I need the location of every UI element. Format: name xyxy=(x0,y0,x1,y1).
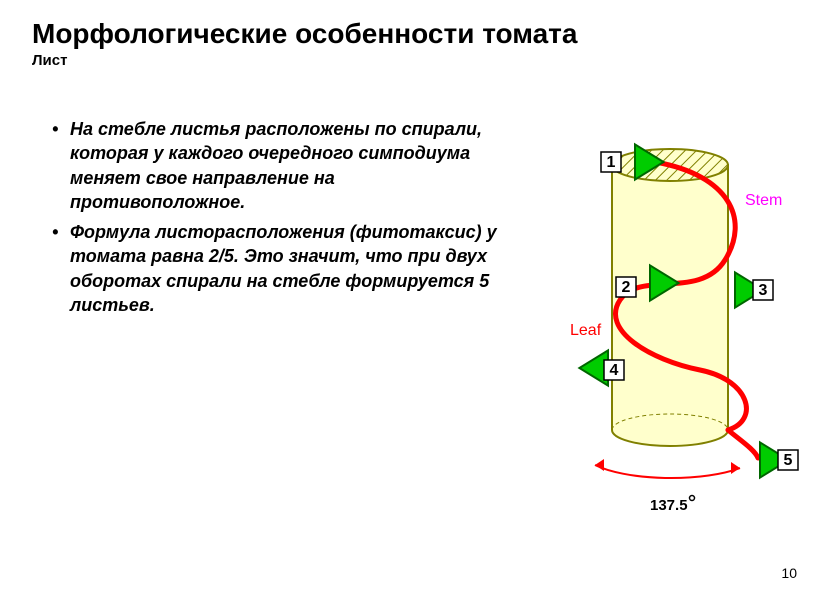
page-title: Морфологические особенности томата xyxy=(32,18,805,50)
svg-text:Stem: Stem xyxy=(745,192,782,209)
svg-text:137.5: 137.5 xyxy=(650,497,688,514)
svg-text:4: 4 xyxy=(610,362,619,379)
page-subtitle: Лист xyxy=(32,52,805,69)
page-number: 10 xyxy=(781,565,797,581)
svg-text:Leaf: Leaf xyxy=(570,322,602,339)
svg-text:5: 5 xyxy=(784,452,793,469)
svg-text:1: 1 xyxy=(607,154,616,171)
bullet-list: На стебле листья расположены по спирали,… xyxy=(32,109,502,323)
svg-text:2: 2 xyxy=(622,279,631,296)
svg-text:3: 3 xyxy=(759,282,768,299)
bullet-item: Формула листорасположения (фитотаксис) у… xyxy=(52,220,502,317)
phyllotaxis-diagram: 1 2 3 4 5 Stem Leaf 137.5 xyxy=(500,120,820,520)
bullet-item: На стебле листья расположены по спирали,… xyxy=(52,117,502,214)
